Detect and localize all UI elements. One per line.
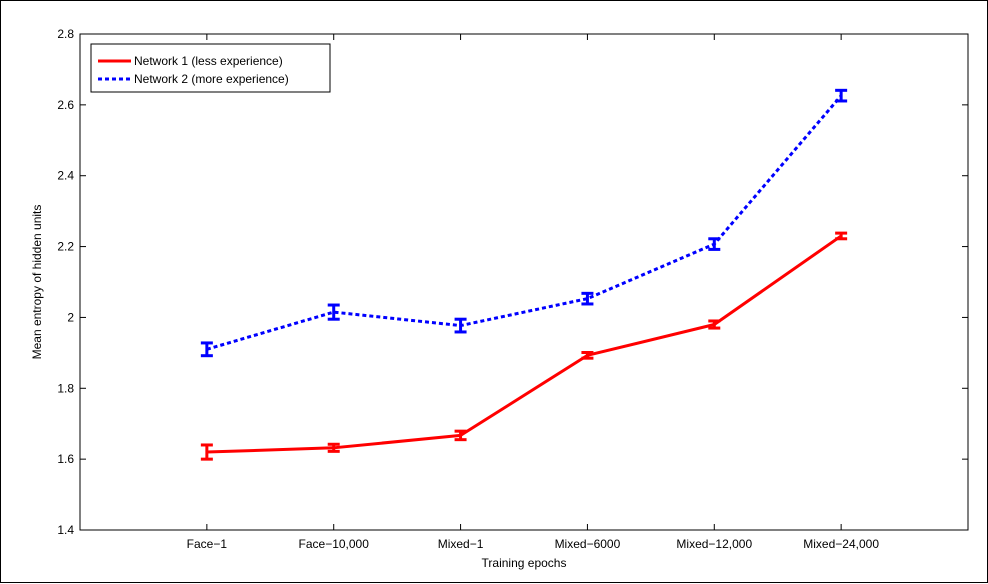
x-tick-label: Mixed−1 xyxy=(438,537,484,551)
y-tick-label: 2.4 xyxy=(57,169,74,183)
series-line-2 xyxy=(207,96,841,350)
legend-entry-network-1: Network 1 (less experience) xyxy=(134,54,283,68)
y-tick-label: 1.6 xyxy=(57,452,74,466)
y-tick-label: 2.6 xyxy=(57,98,74,112)
x-tick-label: Mixed−24,000 xyxy=(803,537,879,551)
y-tick-label: 1.8 xyxy=(57,381,74,395)
y-axis-label: Mean entropy of hidden units xyxy=(30,205,44,360)
y-axis-ticks: 1.4 1.6 1.8 2 2.2 2.4 2.6 2.8 xyxy=(57,27,968,537)
x-axis-ticks: Face−1 Face−10,000 Mixed−1 Mixed−6000 Mixed−… xyxy=(187,34,880,551)
series-line-1 xyxy=(207,236,841,452)
y-tick-label: 2.8 xyxy=(57,27,74,41)
x-tick-label: Face−10,000 xyxy=(299,537,370,551)
series-2 xyxy=(201,90,847,355)
x-tick-label: Mixed−6000 xyxy=(555,537,621,551)
series-1 xyxy=(201,233,847,459)
y-tick-label: 2.2 xyxy=(57,240,74,254)
plot-area-border xyxy=(80,34,968,530)
x-tick-label: Mixed−12,000 xyxy=(676,537,752,551)
legend-entry-network-2: Network 2 (more experience) xyxy=(134,72,289,86)
error-bar xyxy=(201,343,213,356)
x-axis-label: Training epochs xyxy=(482,556,567,570)
series-layer xyxy=(201,90,847,459)
x-tick-label: Face−1 xyxy=(187,537,228,551)
error-bar xyxy=(835,233,847,239)
legend: Network 1 (less experience) Network 2 (m… xyxy=(91,44,330,92)
axes-box xyxy=(80,34,968,530)
y-tick-label: 1.4 xyxy=(57,523,74,537)
y-tick-label: 2 xyxy=(67,310,74,324)
